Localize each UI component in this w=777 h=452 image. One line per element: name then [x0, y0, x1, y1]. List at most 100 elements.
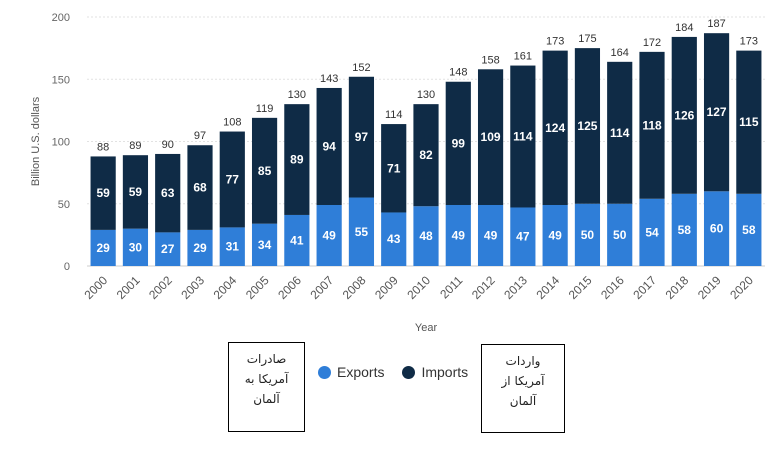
bar-total-label: 143 [320, 73, 338, 85]
bar-imports [413, 104, 439, 207]
bar-label-exports: 54 [645, 225, 659, 239]
bar-label-exports: 60 [710, 222, 724, 236]
y-tick-label: 50 [58, 199, 70, 211]
stacked-bar-chart: 0 50 100 150 200 Billion U.S. dollars Year 29 59… [30, 12, 765, 334]
bar-label-exports: 49 [484, 228, 498, 242]
bar-imports [316, 87, 342, 205]
y-tick-label: 200 [52, 12, 70, 24]
bar-exports [348, 197, 375, 266]
exports-note-line-1: صادرات [246, 352, 287, 366]
legend-item-imports[interactable]: Imports [402, 364, 468, 380]
bar-total-label: 148 [449, 67, 467, 79]
bar-imports [477, 69, 504, 205]
bar-label-exports: 30 [129, 240, 143, 254]
bar-total-label: 130 [417, 89, 435, 101]
bar-label-imports: 125 [577, 119, 597, 133]
bar-imports [703, 33, 730, 192]
bar-label-exports: 29 [193, 241, 207, 255]
bar-total-label: 184 [675, 22, 693, 34]
imports-swatch-icon [402, 365, 416, 379]
y-tick-label: 0 [64, 261, 70, 273]
bar-label-exports: 41 [290, 233, 304, 247]
legend-label-exports: Exports [337, 364, 385, 380]
x-tick-label: 2011 [437, 273, 465, 301]
legend-label-imports: Imports [421, 364, 469, 380]
x-tick-label: 2006 [275, 273, 304, 302]
y-axis-title: Billion U.S. dollars [30, 96, 42, 186]
bar-imports [639, 51, 665, 199]
bar-total-label: 173 [740, 36, 758, 48]
exports-annotation-box: صادرات آمریکا به آلمان [228, 342, 305, 432]
bar-label-imports: 109 [481, 130, 501, 144]
x-tick-label: 2012 [469, 273, 498, 302]
bar-imports [155, 153, 181, 233]
bar-imports [510, 65, 536, 208]
bar-total-label: 161 [514, 51, 532, 63]
x-tick-label: 2013 [501, 273, 530, 302]
x-tick-label: 2017 [630, 273, 659, 302]
bar-label-imports: 99 [452, 136, 466, 150]
y-tick-label: 100 [52, 137, 70, 149]
bar-exports [316, 204, 342, 266]
bar-label-imports: 59 [129, 185, 143, 199]
bar-label-exports: 50 [613, 228, 627, 242]
bar-label-exports: 49 [548, 228, 562, 242]
bar-imports [607, 61, 633, 204]
bar-exports [736, 193, 762, 266]
bar-exports [219, 227, 245, 266]
bar-label-imports: 59 [96, 186, 110, 200]
x-tick-label: 2002 [146, 273, 175, 302]
bar-imports [381, 124, 407, 213]
bar-label-exports: 49 [452, 228, 466, 242]
bar-label-exports: 58 [678, 223, 692, 237]
bar-label-imports: 127 [707, 105, 727, 119]
x-tick-label: 2009 [372, 273, 401, 302]
bar-label-exports: 50 [581, 228, 595, 242]
bar-exports [90, 229, 116, 266]
bar-imports [219, 131, 245, 228]
bar-imports [574, 48, 601, 204]
bar-total-label: 187 [707, 18, 725, 30]
bar-exports [445, 204, 471, 266]
imports-note-line-2: آمریکا از [501, 374, 545, 388]
bar-exports [187, 229, 213, 266]
bar-total-label: 164 [611, 47, 629, 59]
bar-label-exports: 49 [322, 228, 336, 242]
bar-imports [187, 145, 213, 230]
bar-imports [284, 104, 310, 215]
bar-total-label: 88 [97, 141, 109, 153]
bar-label-imports: 97 [355, 130, 369, 144]
imports-note-line-3: آلمان [509, 394, 537, 408]
bar-total-label: 172 [643, 37, 661, 49]
bar-label-imports: 126 [674, 108, 694, 122]
bar-label-imports: 71 [387, 161, 401, 175]
bar-total-label: 175 [578, 33, 596, 45]
bar-total-label: 158 [481, 54, 499, 66]
x-tick-label: 2019 [695, 273, 724, 302]
bar-total-label: 130 [288, 89, 306, 101]
x-tick-label: 2016 [598, 273, 627, 302]
x-tick-label: 2000 [81, 273, 110, 302]
bar-imports [445, 81, 471, 205]
bar-imports [542, 50, 568, 205]
bar-exports [671, 193, 697, 266]
bar-total-label: 114 [385, 109, 403, 121]
bar-label-imports: 94 [322, 139, 336, 153]
bar-label-imports: 114 [610, 126, 630, 140]
bar-exports [122, 228, 149, 266]
bar-label-exports: 29 [96, 241, 110, 255]
bar-total-label: 119 [256, 103, 274, 115]
bar-exports [639, 198, 665, 266]
x-tick-label: 2020 [727, 273, 756, 302]
x-tick-label: 2007 [307, 273, 336, 302]
bar-exports [251, 223, 278, 266]
x-tick-label: 2005 [243, 273, 272, 302]
x-axis-title: Year [415, 322, 438, 334]
bar-imports [122, 155, 149, 229]
bar-label-exports: 34 [258, 238, 272, 252]
bar-imports [90, 156, 116, 230]
legend-item-exports[interactable]: Exports [318, 364, 384, 380]
imports-note-line-1: واردات [505, 354, 541, 368]
bar-exports [284, 214, 310, 266]
bar-exports [607, 203, 633, 266]
